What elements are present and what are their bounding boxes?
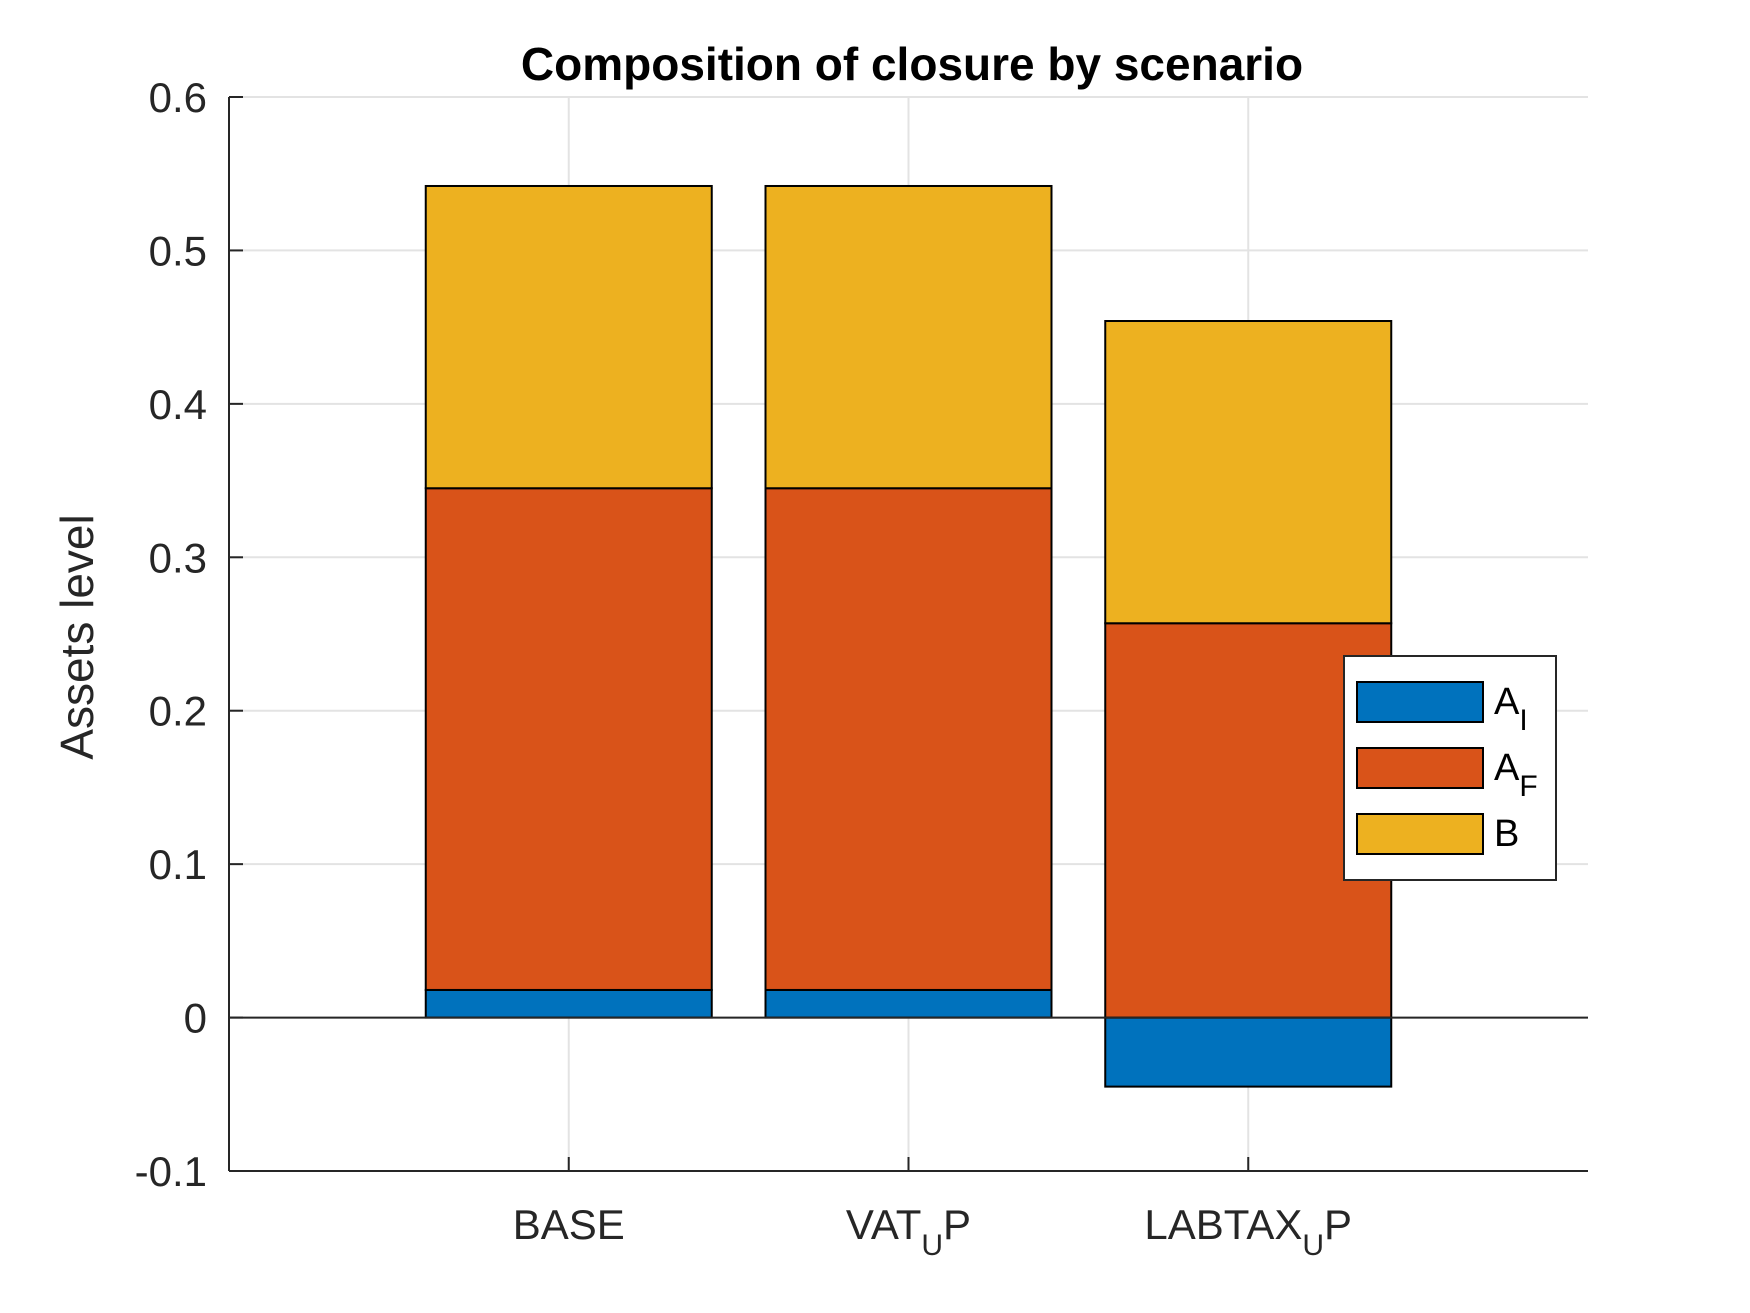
bar-segment-ai-base — [424, 988, 713, 1019]
chart-title: Composition of closure by scenario — [521, 38, 1303, 90]
y-axis-label: Assets level — [51, 514, 103, 759]
x-tick-label: VATUP — [846, 1201, 971, 1262]
y-tick-label: 0.1 — [149, 841, 207, 888]
bar-segment-af-vatup — [764, 487, 1053, 991]
bar-segment-ai-labtaxup — [1104, 1016, 1393, 1088]
bar-stack-group — [424, 184, 1393, 1088]
legend-swatch — [1356, 681, 1484, 723]
x-tick-labels: BASE VATUP LABTAXUP — [513, 1201, 1352, 1262]
legend-label: AF — [1494, 747, 1538, 803]
bar-segment-b-vatup — [764, 184, 1053, 490]
legend: AI AF B — [1343, 655, 1557, 881]
y-tick-label: 0 — [184, 995, 207, 1042]
y-tick-label: 0.2 — [149, 688, 207, 735]
y-tick-label: -0.1 — [135, 1148, 207, 1195]
y-tick-label: 0.6 — [149, 74, 207, 121]
legend-swatch — [1356, 747, 1484, 789]
bar-segment-b-labtaxup — [1104, 320, 1393, 625]
y-tick-labels: -0.1 0 0.1 0.2 0.3 0.4 0.5 0.6 — [135, 74, 207, 1195]
y-tick-label: 0.4 — [149, 381, 207, 428]
bar-segment-af-base — [424, 487, 713, 991]
x-tick-label: LABTAXUP — [1144, 1201, 1352, 1262]
legend-swatch — [1356, 813, 1484, 855]
axes — [228, 96, 1588, 1172]
bar-segment-ai-vatup — [764, 988, 1053, 1019]
x-tick-label: BASE — [513, 1201, 625, 1248]
bar-segment-b-base — [424, 184, 713, 490]
legend-label: B — [1494, 813, 1519, 855]
legend-label: AI — [1494, 681, 1528, 737]
y-tick-label: 0.5 — [149, 227, 207, 274]
y-tick-label: 0.3 — [149, 534, 207, 581]
